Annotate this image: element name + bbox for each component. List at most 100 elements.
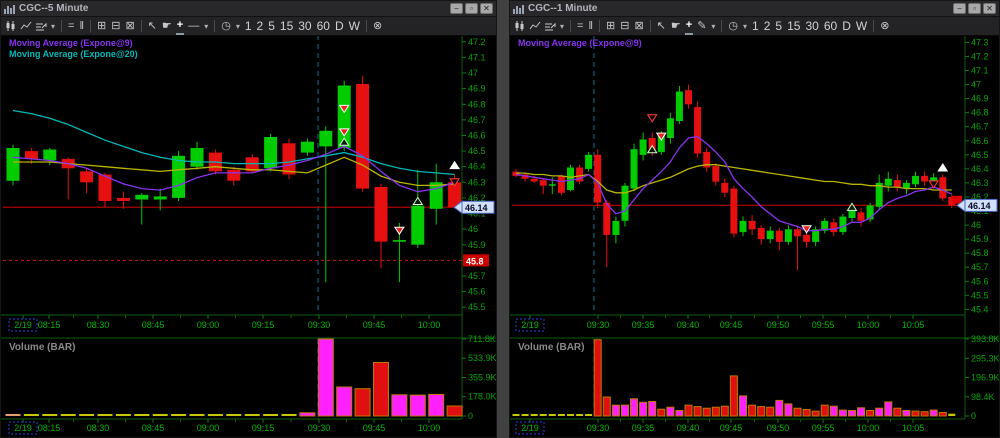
date-label: 2/19 <box>14 320 32 330</box>
candle <box>784 229 792 242</box>
time-interval-icon[interactable]: ◷ <box>728 19 739 32</box>
volume-bar <box>875 407 884 417</box>
period-30-button[interactable]: 30 <box>298 18 312 33</box>
period-5-button[interactable]: 5 <box>775 18 783 33</box>
period-day-button[interactable]: D <box>334 18 344 33</box>
time-interval-icon[interactable]: ◷ <box>221 19 231 32</box>
period-week-button[interactable]: W <box>348 18 360 33</box>
layout-close-icon[interactable]: ⊠ <box>125 19 135 32</box>
candlestick-chart-type-icon[interactable] <box>5 20 17 32</box>
candle <box>921 175 929 182</box>
candle <box>875 182 883 207</box>
layout-split-icon[interactable]: ⊟ <box>620 19 630 32</box>
chart-window-icon <box>4 4 15 14</box>
chart-type-dropdown-icon[interactable]: ▾ <box>51 21 56 31</box>
volume-bar <box>702 407 711 417</box>
horizontal-grid-icon[interactable]: = <box>68 19 75 32</box>
volume-bar <box>512 414 520 416</box>
studies-icon[interactable] <box>35 20 47 32</box>
layout-grid-icon[interactable]: ⊞ <box>97 19 107 32</box>
pointer-tool-icon[interactable]: ↖ <box>147 19 157 32</box>
volume-bar <box>630 398 638 417</box>
interval-dropdown-icon[interactable]: ▾ <box>743 21 748 31</box>
vertical-grid-icon[interactable]: ‖ <box>79 19 84 32</box>
restore-button[interactable]: ▫ <box>968 3 981 14</box>
period-2-button[interactable]: 2 <box>763 18 771 33</box>
crosshair-tool-icon[interactable]: + <box>684 18 694 35</box>
volume-bar <box>611 404 620 417</box>
interval-dropdown-icon[interactable]: ▾ <box>235 21 240 31</box>
close-chart-icon[interactable]: ⊗ <box>880 19 890 32</box>
volume-bar <box>893 407 902 417</box>
vertical-grid-icon[interactable]: ‖ <box>588 19 593 32</box>
minimize-button[interactable]: − <box>450 3 463 14</box>
draw-tools-dropdown-icon[interactable]: ▾ <box>204 21 209 31</box>
volume-bar <box>567 414 574 416</box>
layout-grid-icon[interactable]: ⊞ <box>606 19 616 32</box>
time-label: 09:30 <box>308 320 331 330</box>
chart-type-dropdown-icon[interactable]: ▾ <box>560 21 565 31</box>
period-60-button[interactable]: 60 <box>316 18 330 33</box>
horizontal-line-tool-icon[interactable]: — <box>188 19 200 32</box>
titlebar[interactable]: CGC--5 Minute − ▫ ✕ <box>1 1 496 17</box>
period-day-button[interactable]: D <box>842 18 851 33</box>
horizontal-grid-icon[interactable]: = <box>577 19 584 32</box>
period-15-button[interactable]: 15 <box>787 18 801 33</box>
period-60-button[interactable]: 60 <box>823 18 838 33</box>
candle <box>730 188 738 234</box>
close-chart-icon[interactable]: ⊗ <box>372 19 383 32</box>
toolbar-separator <box>365 20 367 32</box>
sell-marker-icon <box>449 178 461 187</box>
candle <box>429 182 443 209</box>
close-button[interactable]: ✕ <box>983 3 996 14</box>
window-title: CGC--5 Minute <box>19 3 89 14</box>
candle <box>576 167 584 182</box>
period-30-button[interactable]: 30 <box>805 18 819 33</box>
time-label: 09:00 <box>197 320 220 330</box>
period-2-button[interactable]: 2 <box>256 18 264 33</box>
layout-close-icon[interactable]: ⊠ <box>634 19 644 32</box>
crosshair-tool-icon[interactable]: + <box>175 18 185 35</box>
time-label: 10:05 <box>902 423 925 433</box>
period-1-button[interactable]: 1 <box>752 18 759 33</box>
candle <box>548 184 556 186</box>
line-chart-type-icon[interactable] <box>20 20 32 32</box>
draw-tools-dropdown-icon[interactable]: ▾ <box>711 21 716 31</box>
candle <box>694 107 702 154</box>
volume-bar <box>929 409 938 417</box>
hand-tool-icon[interactable]: ☛ <box>161 19 172 32</box>
candle <box>190 148 204 167</box>
volume-bar <box>79 414 95 416</box>
window-title: CGC--1 Minute <box>528 3 598 14</box>
pointer-tool-icon[interactable]: ↖ <box>656 19 666 32</box>
candle <box>521 174 529 179</box>
volume-bar <box>115 414 131 416</box>
period-15-button[interactable]: 15 <box>279 18 294 33</box>
minimize-button[interactable]: − <box>953 3 966 14</box>
candle <box>264 137 278 169</box>
volume-bar <box>739 395 747 417</box>
studies-icon[interactable] <box>544 20 556 32</box>
chart-canvas-5min[interactable]: 47.2 47.1 47 46.9 46.8 46.7 46.6 46.5 46.4 46.3 46… <box>1 1 496 437</box>
period-5-button[interactable]: 5 <box>268 18 275 33</box>
candle <box>857 212 865 221</box>
volume-bar <box>373 362 389 417</box>
candlestick-chart-type-icon[interactable] <box>514 20 526 32</box>
period-week-button[interactable]: W <box>855 18 868 33</box>
volume-bar <box>784 403 793 417</box>
chart-canvas-1min[interactable]: 47.3 47.2 47.1 47 46.9 46.8 46.7 46.6 46.5 46.4 46… <box>510 1 999 437</box>
toolbar-separator <box>873 20 875 32</box>
svg-text:533.9K: 533.9K <box>468 353 496 363</box>
date-label: 2/19 <box>14 423 32 433</box>
layout-split-icon[interactable]: ⊟ <box>111 19 121 32</box>
close-button[interactable]: ✕ <box>480 3 493 14</box>
titlebar[interactable]: CGC--1 Minute − ▫ ✕ <box>510 1 999 17</box>
svg-text:46.8: 46.8 <box>971 108 989 118</box>
period-1-button[interactable]: 1 <box>244 18 252 33</box>
hand-tool-icon[interactable]: ☛ <box>670 19 681 32</box>
time-label: 09:15 <box>252 423 275 433</box>
restore-button[interactable]: ▫ <box>465 3 478 14</box>
draw-pencil-tool-icon[interactable]: ✎ <box>697 19 707 32</box>
line-chart-type-icon[interactable] <box>529 20 541 32</box>
svg-text:47.2: 47.2 <box>971 52 989 62</box>
